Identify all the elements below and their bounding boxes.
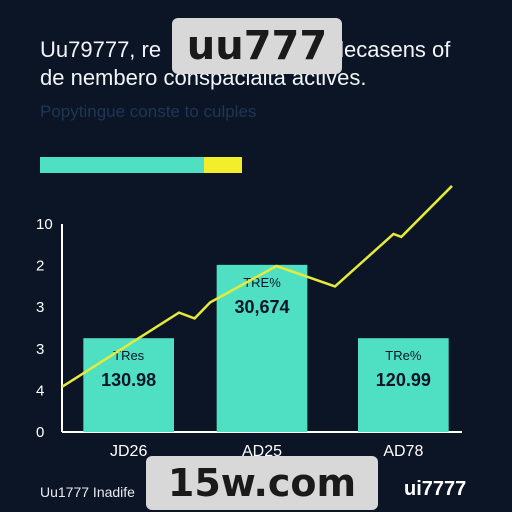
bar-value-label: 30,674 <box>234 297 289 317</box>
bar <box>83 338 174 432</box>
bar-value-label: 130.98 <box>101 370 156 390</box>
watermark-badge-top: uu777 <box>172 18 342 74</box>
bar-value-label: 120.99 <box>376 370 431 390</box>
y-tick-label: 2 <box>36 258 44 275</box>
bar <box>216 264 308 432</box>
chart-title: Uu79777, re lecasens of de nembero conspa… <box>40 36 490 92</box>
x-tick-label: AD25 <box>242 443 282 460</box>
bar-label: TRe% <box>385 348 422 363</box>
y-tick-label: 10 <box>36 216 53 233</box>
footer-left-text: Uu1777 Inadife <box>40 484 135 500</box>
title-line1-head: Uu79777, re <box>40 37 162 62</box>
y-tick-label: 3 <box>36 341 44 358</box>
chart-subtitle: Popytingue conste to culples <box>40 102 257 121</box>
trend-line <box>61 185 453 388</box>
bar <box>358 338 449 432</box>
progress-fill <box>40 157 204 173</box>
footer-right-text: ui7777 <box>404 478 467 500</box>
progress-tail <box>203 157 242 173</box>
watermark-badge-bottom: 15w.com <box>146 456 378 510</box>
title-line1-tail: lecasens of <box>339 37 451 62</box>
y-tick-label: 4 <box>36 382 44 399</box>
x-tick-label: JD26 <box>110 443 147 460</box>
progress-bar <box>40 157 242 173</box>
x-tick-label: AD78 <box>383 443 423 460</box>
bar-label: TRes <box>113 348 145 363</box>
y-tick-label: 3 <box>36 299 44 316</box>
y-tick-label: 0 <box>36 424 44 441</box>
